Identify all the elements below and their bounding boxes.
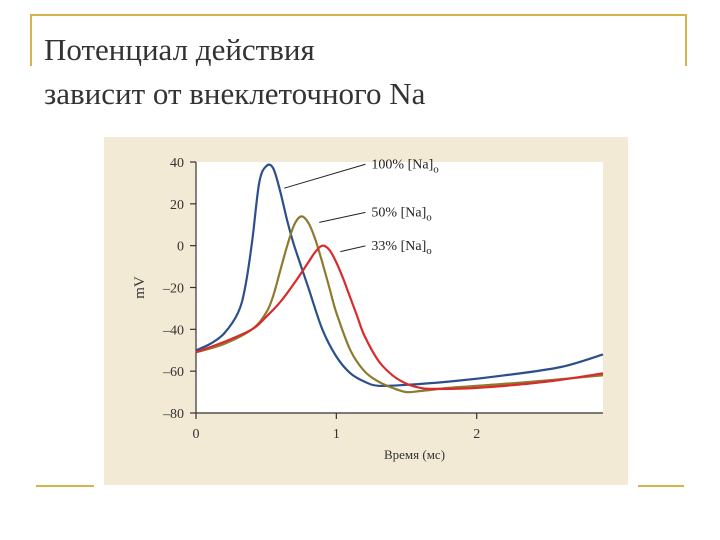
series-line-100: [195, 163, 604, 388]
x-tick-label: 0: [193, 427, 200, 442]
title-line-1: Потенциал действия: [44, 32, 315, 67]
title-line-2: зависит от внеклеточного Na: [44, 76, 426, 111]
slide-title: Потенциал действия зависит от внеклеточн…: [44, 28, 684, 116]
series-label-leader: [284, 163, 366, 189]
series-label: 50% [Na]o: [371, 205, 432, 223]
y-tick-label: 40: [170, 156, 184, 171]
series-label-leader: [319, 211, 366, 223]
y-axis-title: mV: [132, 276, 148, 299]
x-tick-label: 1: [333, 427, 340, 442]
series-label: 100% [Na]o: [371, 157, 439, 175]
action-potential-chart: 40 20 0 –20 –40 –60 –80 0 1 2 mV Время (мс) 100% [Na…: [132, 156, 604, 462]
right-rule: [685, 14, 687, 66]
top-rule: [30, 14, 685, 16]
series-line-50: [195, 215, 604, 394]
series-line-33: [195, 244, 604, 391]
y-tick-label: 0: [177, 240, 184, 255]
y-tick-label: –60: [162, 365, 184, 380]
bottom-left-rule: [36, 485, 94, 487]
x-axis-title: Время (мс): [384, 447, 445, 462]
series-label-text: 50% [Na]: [371, 205, 426, 220]
series-label-leader: [340, 245, 366, 253]
y-tick-label: –80: [162, 407, 184, 422]
y-tick-label: –40: [162, 323, 184, 338]
series-label-text: 100% [Na]: [371, 157, 433, 172]
bottom-right-rule: [638, 485, 684, 487]
series-label-text: 33% [Na]: [371, 239, 426, 254]
series-label-subscript: o: [426, 245, 432, 257]
series-label: 33% [Na]o: [371, 239, 432, 257]
y-tick-label: 20: [170, 198, 184, 213]
left-rule: [30, 14, 32, 66]
y-tick-label: –20: [162, 282, 184, 297]
series-label-subscript: o: [433, 163, 439, 175]
x-tick-label: 2: [473, 427, 480, 442]
series-label-subscript: o: [426, 211, 432, 223]
